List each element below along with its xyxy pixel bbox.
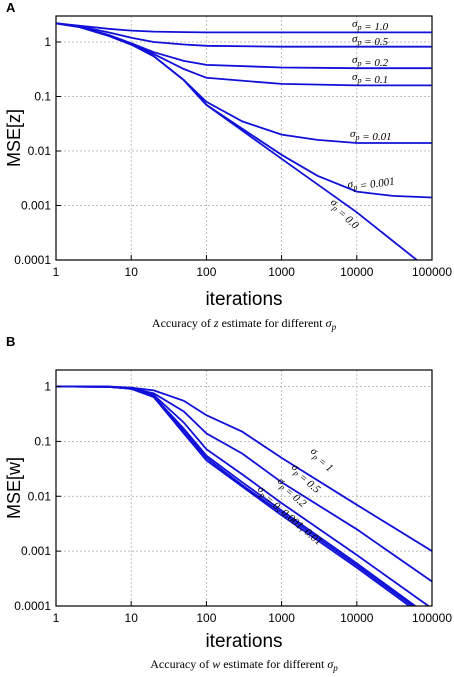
plot-frame [55, 369, 433, 607]
series-line-0 [56, 22, 432, 34]
series-annotation: σp = 1.0 [352, 18, 389, 33]
x-tick-label: 10 [125, 265, 139, 279]
panel-label: B [6, 334, 15, 349]
x-tick-label: 1 [53, 611, 60, 625]
chart-panel-b: B 1 10 100 1000 10000 100000 1 0.1 0.01 0.001 0.000… [4, 334, 452, 673]
y-tick-label: 0.001 [21, 544, 51, 558]
series-annotation: σp = 0.2 [352, 54, 389, 69]
x-tick-label: 100000 [412, 265, 452, 279]
series-line-3 [56, 385, 417, 606]
series-line-5 [56, 22, 432, 199]
x-tick-label: 100 [196, 265, 216, 279]
y-tick-label: 1 [44, 35, 51, 49]
y-tick-label: 0.01 [28, 489, 52, 503]
x-tick-label: 1000 [268, 611, 295, 625]
x-tick-label: 100000 [412, 611, 452, 625]
series-annotation: σp = 1 [306, 445, 337, 474]
series-annotation: σp = 0.0 [326, 196, 363, 232]
x-tick-label: 100 [196, 611, 216, 625]
x-axis-title: iterations [205, 289, 282, 310]
y-tick-label: 0.001 [21, 199, 51, 213]
series-line-5 [56, 385, 411, 606]
y-tick-label: 0.1 [34, 434, 51, 448]
x-tick-label: 1000 [268, 265, 295, 279]
panel-label: A [6, 0, 16, 15]
y-tick-label: 0.1 [34, 90, 51, 104]
y-tick-label: 0.01 [28, 144, 52, 158]
y-axis-title: MSE[z] [4, 109, 24, 167]
x-tick-label: 1 [53, 265, 60, 279]
plot-frame [55, 15, 433, 261]
y-tick-label: 0.0001 [14, 253, 51, 267]
series-line-4 [56, 385, 415, 606]
series-line-1 [56, 22, 432, 48]
x-tick-label: 10 [125, 611, 139, 625]
x-tick-label: 10000 [340, 611, 374, 625]
series-annotation: σp = 0.01 [350, 128, 392, 143]
series-line-2 [56, 385, 431, 606]
series-line-0 [56, 385, 432, 552]
series-annotation: σp = 0.1 [352, 71, 388, 86]
series-line-6 [56, 22, 419, 260]
y-tick-label: 1 [44, 380, 51, 394]
series-annotation: σp = 0.001 [347, 173, 396, 194]
x-tick-label: 10000 [340, 265, 374, 279]
y-axis-title: MSE[w] [4, 457, 24, 519]
x-axis-title: iterations [205, 631, 282, 652]
figure-caption: Accuracy of z estimate for different σp [152, 316, 337, 332]
chart-panel-a: A 1 10 100 1000 10000 100000 1 0.1 0.01 0.001 0.000… [4, 0, 452, 332]
series-annotation: σp = 0.5 [352, 33, 389, 48]
y-tick-label: 0.0001 [14, 599, 51, 613]
figure-caption: Accuracy of w estimate for different σp [150, 657, 338, 673]
